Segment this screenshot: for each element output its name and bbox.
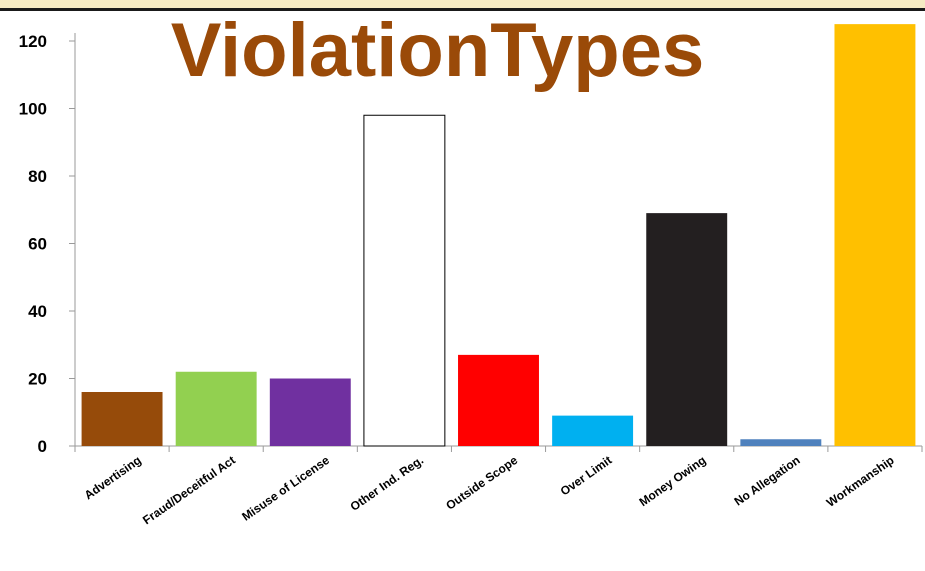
y-axis: 0 20 40 60 80 100 120 bbox=[19, 32, 76, 456]
x-tick-label: Workmanship bbox=[824, 453, 897, 510]
x-tick-label: Over Limit bbox=[558, 453, 615, 499]
bar-other-ind-reg- bbox=[363, 114, 446, 447]
x-tick-label: Fraud/Deceitful Act bbox=[140, 453, 238, 527]
bar-misuse-of-license bbox=[269, 378, 351, 446]
y-tick-label: 100 bbox=[19, 100, 47, 119]
bars bbox=[81, 24, 916, 447]
x-tick-label: Money Owing bbox=[637, 453, 709, 509]
y-tick-label: 80 bbox=[28, 167, 47, 186]
bar-advertising bbox=[81, 392, 163, 446]
bar-workmanship bbox=[834, 24, 916, 446]
x-axis bbox=[74, 445, 923, 452]
y-tick-label: 20 bbox=[28, 370, 47, 389]
x-tick-label: Outside Scope bbox=[443, 453, 520, 513]
bar-fraud-deceitful-act bbox=[175, 371, 257, 446]
bar-money-owing bbox=[646, 213, 728, 446]
x-tick-label: Misuse of License bbox=[239, 453, 332, 524]
bar-outside-scope bbox=[458, 354, 539, 446]
y-tick-label: 120 bbox=[19, 32, 47, 51]
x-tick-label: Advertising bbox=[82, 453, 144, 502]
bar-no-allegation bbox=[740, 439, 822, 446]
y-tick-label: 0 bbox=[38, 437, 47, 456]
chart-title: ViolationTypes bbox=[170, 8, 705, 93]
y-tick-label: 60 bbox=[28, 235, 47, 254]
y-tick-label: 40 bbox=[28, 302, 47, 321]
x-tick-label: Other Ind. Reg. bbox=[348, 453, 426, 514]
x-tick-label: No Allegation bbox=[732, 453, 803, 509]
bar-over-limit bbox=[552, 415, 634, 446]
top-border bbox=[0, 0, 925, 11]
